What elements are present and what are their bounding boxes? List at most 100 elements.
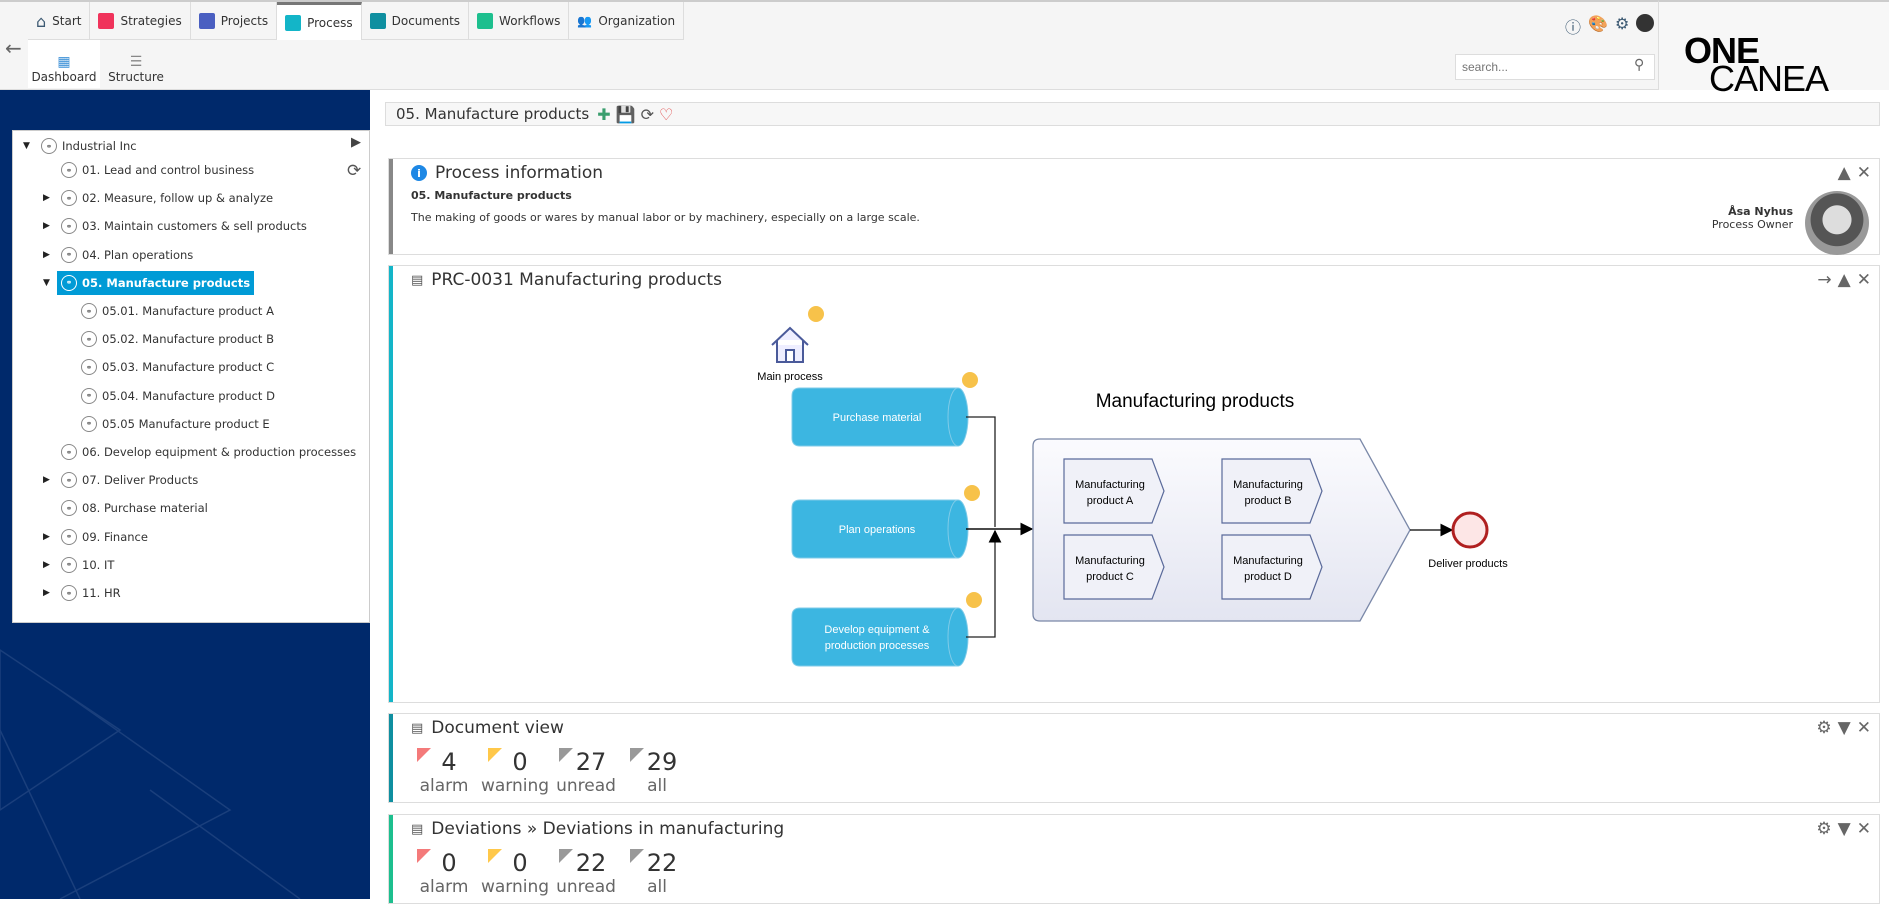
process-icon: ⚭ [61,585,77,601]
process-icon: ⚭ [41,138,57,154]
expand-caret[interactable]: ▶ [43,221,50,232]
close-icon[interactable]: ✕ [1856,718,1871,738]
tab-start[interactable]: ⌂ Start [28,2,91,40]
open-arrow-icon[interactable]: → [1817,270,1832,290]
tree-item[interactable]: ⚭ 01. Lead and control business [61,158,254,182]
favorite-heart-icon[interactable]: ♡ [658,104,674,124]
palette-icon[interactable]: 🎨 [1588,14,1608,33]
widget-document-view: ▤ Document view ⚙ ▼ ✕ 4 alarm 0 warning 27 unread 2… [388,713,1880,803]
flag-icon [630,748,644,762]
subtab-structure[interactable]: ☰ Structure [108,54,164,84]
collapse-caret[interactable]: ▼ [43,277,50,288]
tree-item[interactable]: ⚭ 05.03. Manufacture product C [81,355,274,379]
expand-caret[interactable]: ▶ [43,559,50,570]
stat-all[interactable]: 29 all [622,748,692,796]
gear-icon[interactable]: ⚙ [1816,819,1832,839]
expand-caret[interactable]: ▶ [43,588,50,598]
collapse-icon[interactable]: ▲ [1837,270,1851,290]
tree-item[interactable]: ⚭ 06. Develop equipment & production proc… [61,440,356,464]
tab-workflows[interactable]: Workflows [469,2,570,40]
search-input[interactable] [1455,54,1655,80]
table-icon: ▤ [411,821,424,837]
process-diagram-panel: ▤ PRC-0031 Manufacturing products → ▲ ✕ [388,265,1880,703]
flag-icon [630,849,644,863]
tree-item[interactable]: ⚭ 10. IT [61,553,114,577]
stat-unread[interactable]: 27 unread [556,748,616,796]
close-icon[interactable]: ✕ [1856,819,1871,839]
process-icon: ⚭ [81,303,97,319]
expand-icon[interactable]: ▼ [1837,718,1851,738]
tree-item[interactable]: ⚭ 04. Plan operations [61,243,193,267]
tab-documents[interactable]: Documents [362,2,470,40]
documents-icon [369,13,386,29]
back-arrow-icon[interactable]: ← [5,36,22,60]
tree-item[interactable]: ⚭ 05. Manufacture products [57,270,255,295]
stat-warning[interactable]: 0 warning [480,748,550,796]
help-icon[interactable]: ⓘ [1565,18,1582,37]
tab-strategies[interactable]: Strategies [90,2,191,40]
gear-icon[interactable]: ⚙ [1614,14,1630,33]
tree-item[interactable]: ⚭ 05.05 Manufacture product E [81,412,270,436]
canea-one-logo: CANEA ONE [1658,0,1889,99]
tree-root[interactable]: ⚭ Industrial Inc [41,134,137,158]
expand-icon[interactable]: ▼ [1837,819,1851,839]
stat-warning[interactable]: 0 warning [480,849,550,897]
process-icon: ⚭ [61,472,77,489]
add-icon[interactable]: ✚ [597,104,611,124]
tree-item[interactable]: ⚭ 07. Deliver Products [61,468,198,492]
tree-item[interactable]: ⚭ 11. HR [61,581,121,605]
collapse-caret[interactable]: ▼ [23,141,30,151]
collapse-icon[interactable]: ▲ [1837,163,1851,183]
sub-nav: ▦ Dashboard ☰ Structure [28,40,172,88]
close-icon[interactable]: ✕ [1856,270,1871,290]
tab-organization[interactable]: 👥 Organization [569,2,685,40]
organization-icon: 👥 [577,14,593,28]
refresh-icon[interactable]: ⟳ [640,104,654,124]
tree-item[interactable]: ⚭ 09. Finance [61,525,148,549]
process-information-panel: i Process information ▲ ✕ 05. Manufacture … [388,158,1880,255]
process-icon: ⚭ [81,359,97,376]
tab-projects[interactable]: Projects [191,2,278,40]
subtab-dashboard[interactable]: ▦ Dashboard [28,40,100,88]
flag-icon [488,849,502,863]
process-icon: ⚭ [81,415,97,432]
stat-alarm[interactable]: 4 alarm [409,748,479,796]
process-icon: ⚭ [81,331,97,348]
save-icon[interactable]: 💾 [615,104,636,124]
avatar[interactable] [1636,14,1655,32]
owner-avatar[interactable] [1805,191,1869,255]
gear-icon[interactable]: ⚙ [1816,718,1832,738]
process-icon: ⚭ [61,162,77,178]
owner-name[interactable]: Åsa Nyhus [1728,205,1793,218]
tree-item[interactable]: ⚭ 08. Purchase material [61,496,208,520]
tree-item[interactable]: ⚭ 02. Measure, follow up & analyze [61,186,273,210]
stat-all[interactable]: 22 all [622,849,692,897]
owner-role: Process Owner [1711,218,1793,231]
search-icon[interactable]: ⚲ [1634,57,1645,73]
expand-caret[interactable]: ▶ [43,475,50,486]
refresh-icon[interactable]: ⟳ [347,161,362,181]
document-icon: ▤ [411,272,424,288]
expand-panel-icon[interactable]: ▶ [351,135,361,150]
flag-icon [559,849,573,863]
tree-item[interactable]: ⚭ 05.01. Manufacture product A [81,299,274,323]
expand-caret[interactable]: ▶ [43,249,50,260]
tree-item[interactable]: ⚭ 05.02. Manufacture product B [81,327,274,351]
expand-caret[interactable]: ▶ [43,193,50,204]
tree-item[interactable]: ⚭ 03. Maintain customers & sell products [61,214,307,238]
breadcrumb: 05. Manufacture products ✚ 💾 ⟳ ♡ [385,102,1880,126]
process-tree: ▼ ⚭ Industrial Inc ▶ ⟳ ⚭ 01. Lead and cont… [12,130,370,623]
tab-process[interactable]: Process [277,2,362,40]
process-icon: ⚭ [61,246,77,263]
process-icon: ⚭ [81,387,97,404]
flag-icon [417,849,431,863]
structure-icon: ☰ [129,54,143,70]
tree-item[interactable]: ⚭ 05.04. Manufacture product D [81,384,275,408]
close-icon[interactable]: ✕ [1856,163,1871,183]
process-icon: ⚭ [61,218,77,235]
home-icon: ⌂ [36,11,47,31]
expand-caret[interactable]: ▶ [43,531,50,542]
stat-unread[interactable]: 22 unread [556,849,616,897]
stat-alarm[interactable]: 0 alarm [409,849,479,897]
strategies-icon [98,13,115,29]
